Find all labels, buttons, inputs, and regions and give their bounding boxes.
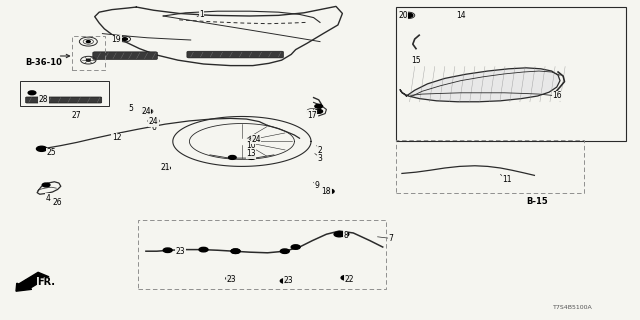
Bar xyxy=(72,36,105,70)
Circle shape xyxy=(163,248,172,252)
Text: 3: 3 xyxy=(317,154,323,163)
Circle shape xyxy=(325,189,334,194)
Circle shape xyxy=(251,136,259,140)
FancyBboxPatch shape xyxy=(93,52,157,60)
Text: 23: 23 xyxy=(227,276,237,284)
Circle shape xyxy=(86,41,90,43)
Text: 23: 23 xyxy=(175,247,186,256)
Text: 12: 12 xyxy=(112,133,121,142)
Circle shape xyxy=(291,245,300,249)
Text: 19: 19 xyxy=(111,36,122,44)
Text: 15: 15 xyxy=(411,56,421,65)
Text: 4: 4 xyxy=(45,194,51,203)
Bar xyxy=(396,7,626,141)
Text: 8: 8 xyxy=(343,231,348,240)
Circle shape xyxy=(341,276,350,280)
Polygon shape xyxy=(400,68,560,102)
Circle shape xyxy=(315,104,323,108)
Circle shape xyxy=(28,91,36,95)
Text: 26: 26 xyxy=(52,198,63,207)
Text: 24: 24 xyxy=(148,117,159,126)
FancyBboxPatch shape xyxy=(26,97,102,103)
Text: 9: 9 xyxy=(314,181,319,190)
FancyArrow shape xyxy=(16,272,49,291)
Circle shape xyxy=(150,120,157,124)
Text: 13: 13 xyxy=(246,149,256,158)
Text: 20: 20 xyxy=(398,12,408,20)
Bar xyxy=(138,220,386,289)
Text: B-36-10: B-36-10 xyxy=(25,58,62,67)
Circle shape xyxy=(36,146,47,151)
Text: 16: 16 xyxy=(552,92,562,100)
Circle shape xyxy=(231,249,240,253)
Bar xyxy=(396,140,584,193)
Text: 2: 2 xyxy=(317,146,323,155)
Circle shape xyxy=(248,156,255,159)
Circle shape xyxy=(143,109,152,114)
FancyBboxPatch shape xyxy=(187,51,284,58)
Circle shape xyxy=(226,276,235,281)
Text: T7S4B5100A: T7S4B5100A xyxy=(553,305,593,310)
Circle shape xyxy=(404,13,413,18)
Circle shape xyxy=(42,183,50,187)
Circle shape xyxy=(228,156,236,159)
Text: 27: 27 xyxy=(72,111,82,120)
Circle shape xyxy=(315,109,323,113)
Text: 10: 10 xyxy=(246,141,256,150)
Text: 18: 18 xyxy=(322,188,331,196)
Circle shape xyxy=(122,38,127,40)
Bar xyxy=(20,81,109,106)
Text: 14: 14 xyxy=(456,12,466,20)
Circle shape xyxy=(340,232,349,236)
Text: 21: 21 xyxy=(161,164,170,172)
Text: 6: 6 xyxy=(151,124,156,132)
Text: 28: 28 xyxy=(39,95,48,104)
Text: 25: 25 xyxy=(46,148,56,157)
Circle shape xyxy=(231,249,240,253)
Text: 7: 7 xyxy=(388,234,393,243)
Circle shape xyxy=(86,59,90,61)
Circle shape xyxy=(199,247,208,252)
Text: B-15: B-15 xyxy=(527,197,548,206)
Text: 24: 24 xyxy=(251,135,261,144)
Circle shape xyxy=(334,232,344,237)
Text: FR.: FR. xyxy=(37,277,55,287)
Text: 17: 17 xyxy=(307,111,317,120)
Text: 5: 5 xyxy=(129,104,134,113)
Text: 11: 11 xyxy=(502,175,511,184)
Circle shape xyxy=(163,166,170,170)
Text: 23: 23 xyxy=(283,276,293,285)
Text: 1: 1 xyxy=(199,10,204,19)
Text: 22: 22 xyxy=(344,275,353,284)
Text: 24: 24 xyxy=(141,108,151,116)
Circle shape xyxy=(280,249,289,253)
Circle shape xyxy=(280,279,289,283)
